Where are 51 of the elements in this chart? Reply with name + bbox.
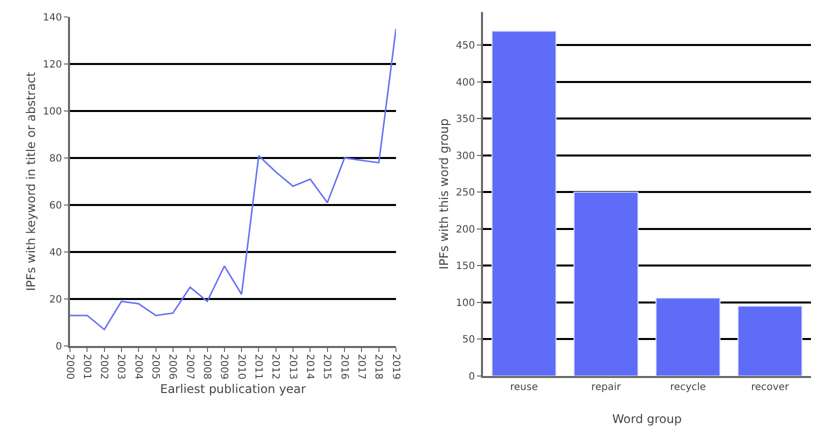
x-tick-label: 2000: [64, 354, 75, 380]
x-tick-label: 2005: [150, 354, 161, 380]
y-tick-label: 0: [56, 342, 62, 352]
bar: [656, 298, 720, 376]
y-tick-label: 140: [42, 12, 62, 24]
y-tick-label: 50: [462, 334, 475, 346]
x-axis-title: Earliest publication year: [160, 382, 306, 396]
y-axis-title: IPFs with keyword in title or abstract: [24, 72, 38, 291]
y-tick-label: 350: [456, 114, 475, 126]
y-tick-label: 300: [456, 150, 475, 162]
y-tick-label: 80: [49, 154, 62, 164]
y-tick-label: 200: [456, 224, 475, 236]
y-tick-label: 100: [456, 298, 475, 309]
y-tick-label: 250: [456, 188, 475, 199]
x-tick-label: 2019: [390, 354, 401, 380]
y-tick-label: 450: [456, 40, 475, 52]
y-tick-label: 40: [49, 248, 62, 258]
bar: [574, 192, 638, 376]
x-tick-label: 2001: [80, 354, 92, 380]
x-tick-label: 2006: [166, 354, 178, 380]
y-tick-label: 150: [456, 261, 475, 272]
x-tick-label: 2014: [304, 354, 315, 380]
y-tick-label: 60: [49, 200, 62, 212]
x-tick-label: reuse: [510, 382, 538, 393]
y-tick-label: 100: [42, 106, 62, 118]
line-series: [70, 28, 396, 330]
y-tick-label: 400: [456, 77, 475, 88]
x-tick-label: 2015: [321, 354, 332, 380]
x-tick-label: 2018: [372, 354, 384, 380]
y-axis-title: IPFs with this word group: [437, 118, 451, 270]
x-tick-label: 2008: [201, 354, 212, 380]
x-tick-label: 2013: [286, 354, 298, 380]
x-tick-label: 2016: [338, 354, 350, 380]
x-tick-label: 2010: [235, 354, 246, 380]
bar: [738, 306, 802, 376]
y-tick-label: 120: [42, 60, 62, 70]
x-tick-label: 2011: [252, 354, 264, 380]
x-tick-label: repair: [591, 382, 622, 393]
x-tick-label: 2007: [184, 354, 195, 380]
bar: [492, 30, 556, 376]
y-tick-label: 20: [49, 294, 62, 306]
x-tick-label: recycle: [670, 382, 706, 393]
y-tick-label: 0: [468, 372, 475, 382]
x-tick-label: 2004: [132, 354, 144, 380]
x-tick-label: recover: [751, 382, 790, 393]
x-axis-title: Word group: [612, 412, 682, 426]
x-tick-label: 2017: [355, 354, 366, 380]
x-tick-label: 2002: [98, 354, 110, 380]
x-tick-label: 2009: [218, 354, 230, 380]
x-tick-label: 2012: [270, 354, 281, 380]
x-tick-label: 2003: [115, 354, 126, 380]
